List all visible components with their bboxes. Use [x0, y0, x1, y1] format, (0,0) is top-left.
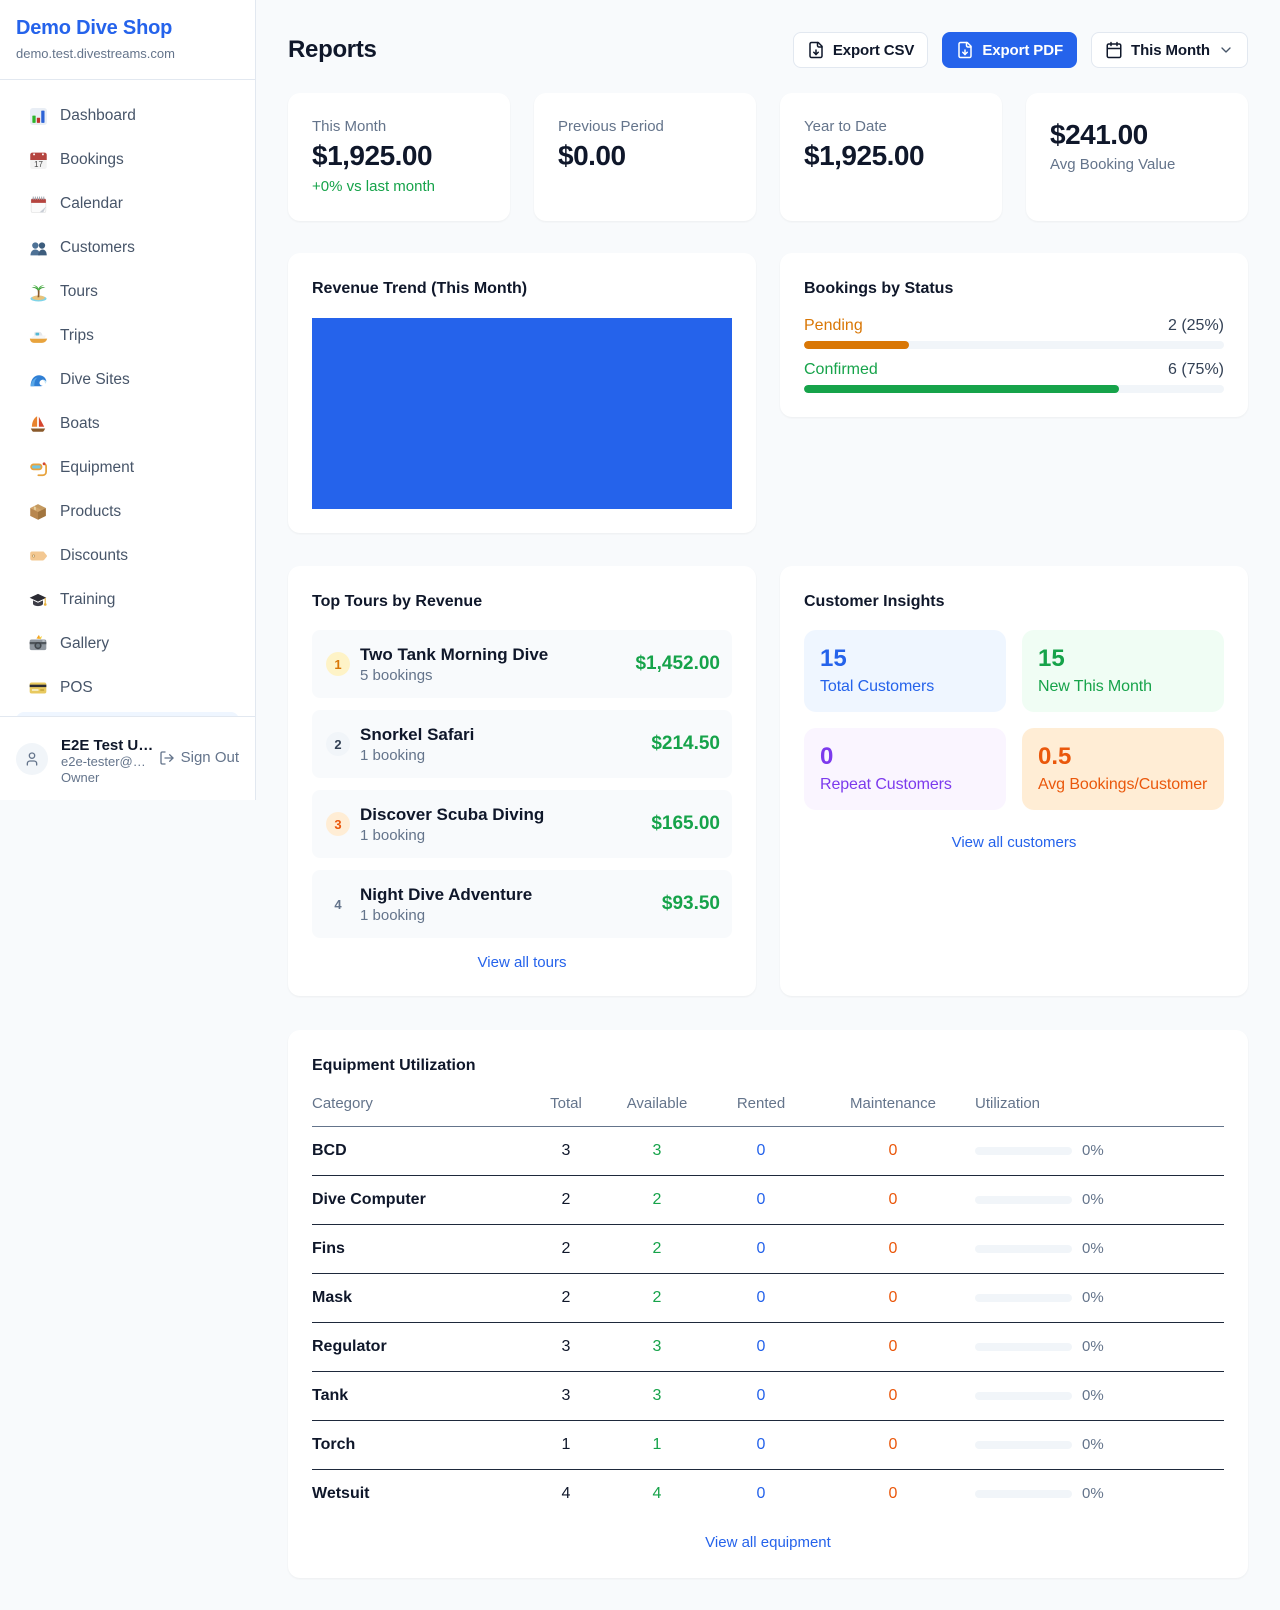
svg-text:17: 17 — [34, 160, 43, 169]
